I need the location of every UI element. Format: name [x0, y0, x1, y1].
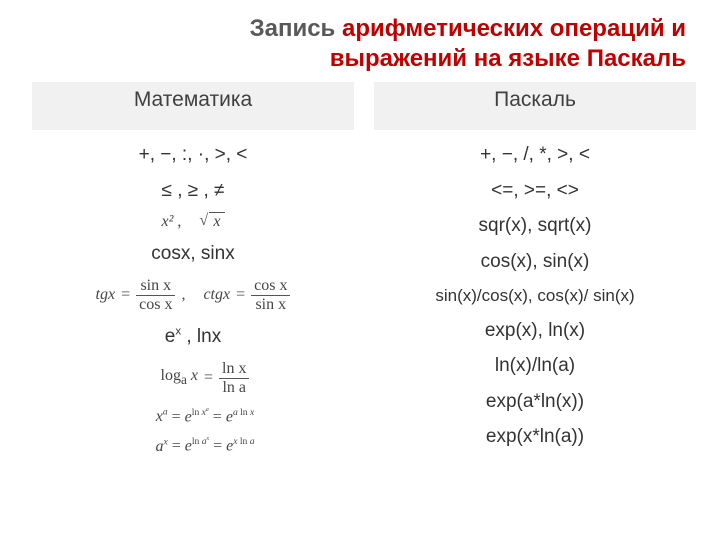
ax-formula: ax = eln ax = ex ln a	[56, 436, 354, 456]
math-column: Математика +, −, :, ·, >, < ≤ , ≥ , ≠ x²…	[32, 82, 354, 466]
pascal-xa: exp(a*ln(x))	[374, 389, 696, 415]
pascal-ops-1: +, −, /, *, >, <	[374, 142, 696, 168]
xa-formula: xa = eln xa = ea ln x	[56, 407, 354, 427]
title-plain: Запись	[250, 15, 342, 42]
log-label: loga x	[161, 367, 198, 388]
tg-ctg-formula: tgx = sin xcos x , ctgx = cos xsin x	[32, 277, 354, 314]
ctg-den: sin x	[251, 296, 290, 314]
pascal-exp: exp(x), ln(x)	[374, 318, 696, 344]
title-accent-1: арифметических операций и	[342, 15, 686, 42]
math-exp: ex , lnx	[32, 324, 354, 350]
math-trig: cosx, sinx	[32, 241, 354, 267]
log-formula: loga x = ln xln a	[56, 360, 354, 397]
sqrt-x: x	[209, 212, 224, 230]
pascal-ops-2: <=, >=, <>	[374, 178, 696, 204]
pascal-log: ln(x)/ln(a)	[374, 353, 696, 379]
tg-num: sin x	[136, 277, 175, 296]
pascal-body: +, −, /, *, >, < <=, >=, <> sqr(x), sqrt…	[374, 142, 696, 450]
math-header: Математика	[32, 82, 354, 130]
ctg-num: cos x	[251, 277, 290, 296]
tg-den: cos x	[136, 296, 175, 314]
title-accent-2: выражений на языке Паскаль	[330, 45, 686, 72]
pascal-tan: sin(x)/cos(x), cos(x)/ sin(x)	[374, 285, 696, 308]
slide-title: Запись арифметических операций и выражен…	[0, 0, 720, 82]
pascal-ax: exp(x*ln(a))	[374, 424, 696, 450]
math-ops-1: +, −, :, ·, >, <	[32, 142, 354, 168]
ctg-label: ctgx	[203, 286, 230, 304]
tg-label: tgx	[96, 286, 116, 304]
log-den: ln a	[219, 379, 249, 397]
pascal-column: Паскаль +, −, /, *, >, < <=, >=, <> sqr(…	[374, 82, 696, 466]
pascal-sqr: sqr(x), sqrt(x)	[374, 213, 696, 239]
pascal-header: Паскаль	[374, 82, 696, 130]
math-sqr-sqrt: x² , x	[32, 213, 354, 231]
x-squared: x²	[161, 213, 173, 230]
two-column-layout: Математика +, −, :, ·, >, < ≤ , ≥ , ≠ x²…	[0, 82, 720, 466]
math-body: +, −, :, ·, >, < ≤ , ≥ , ≠ x² , x cosx, …	[32, 142, 354, 456]
pascal-trig: cos(x), sin(x)	[374, 249, 696, 275]
log-num: ln x	[219, 360, 249, 379]
math-ops-2: ≤ , ≥ , ≠	[32, 178, 354, 204]
